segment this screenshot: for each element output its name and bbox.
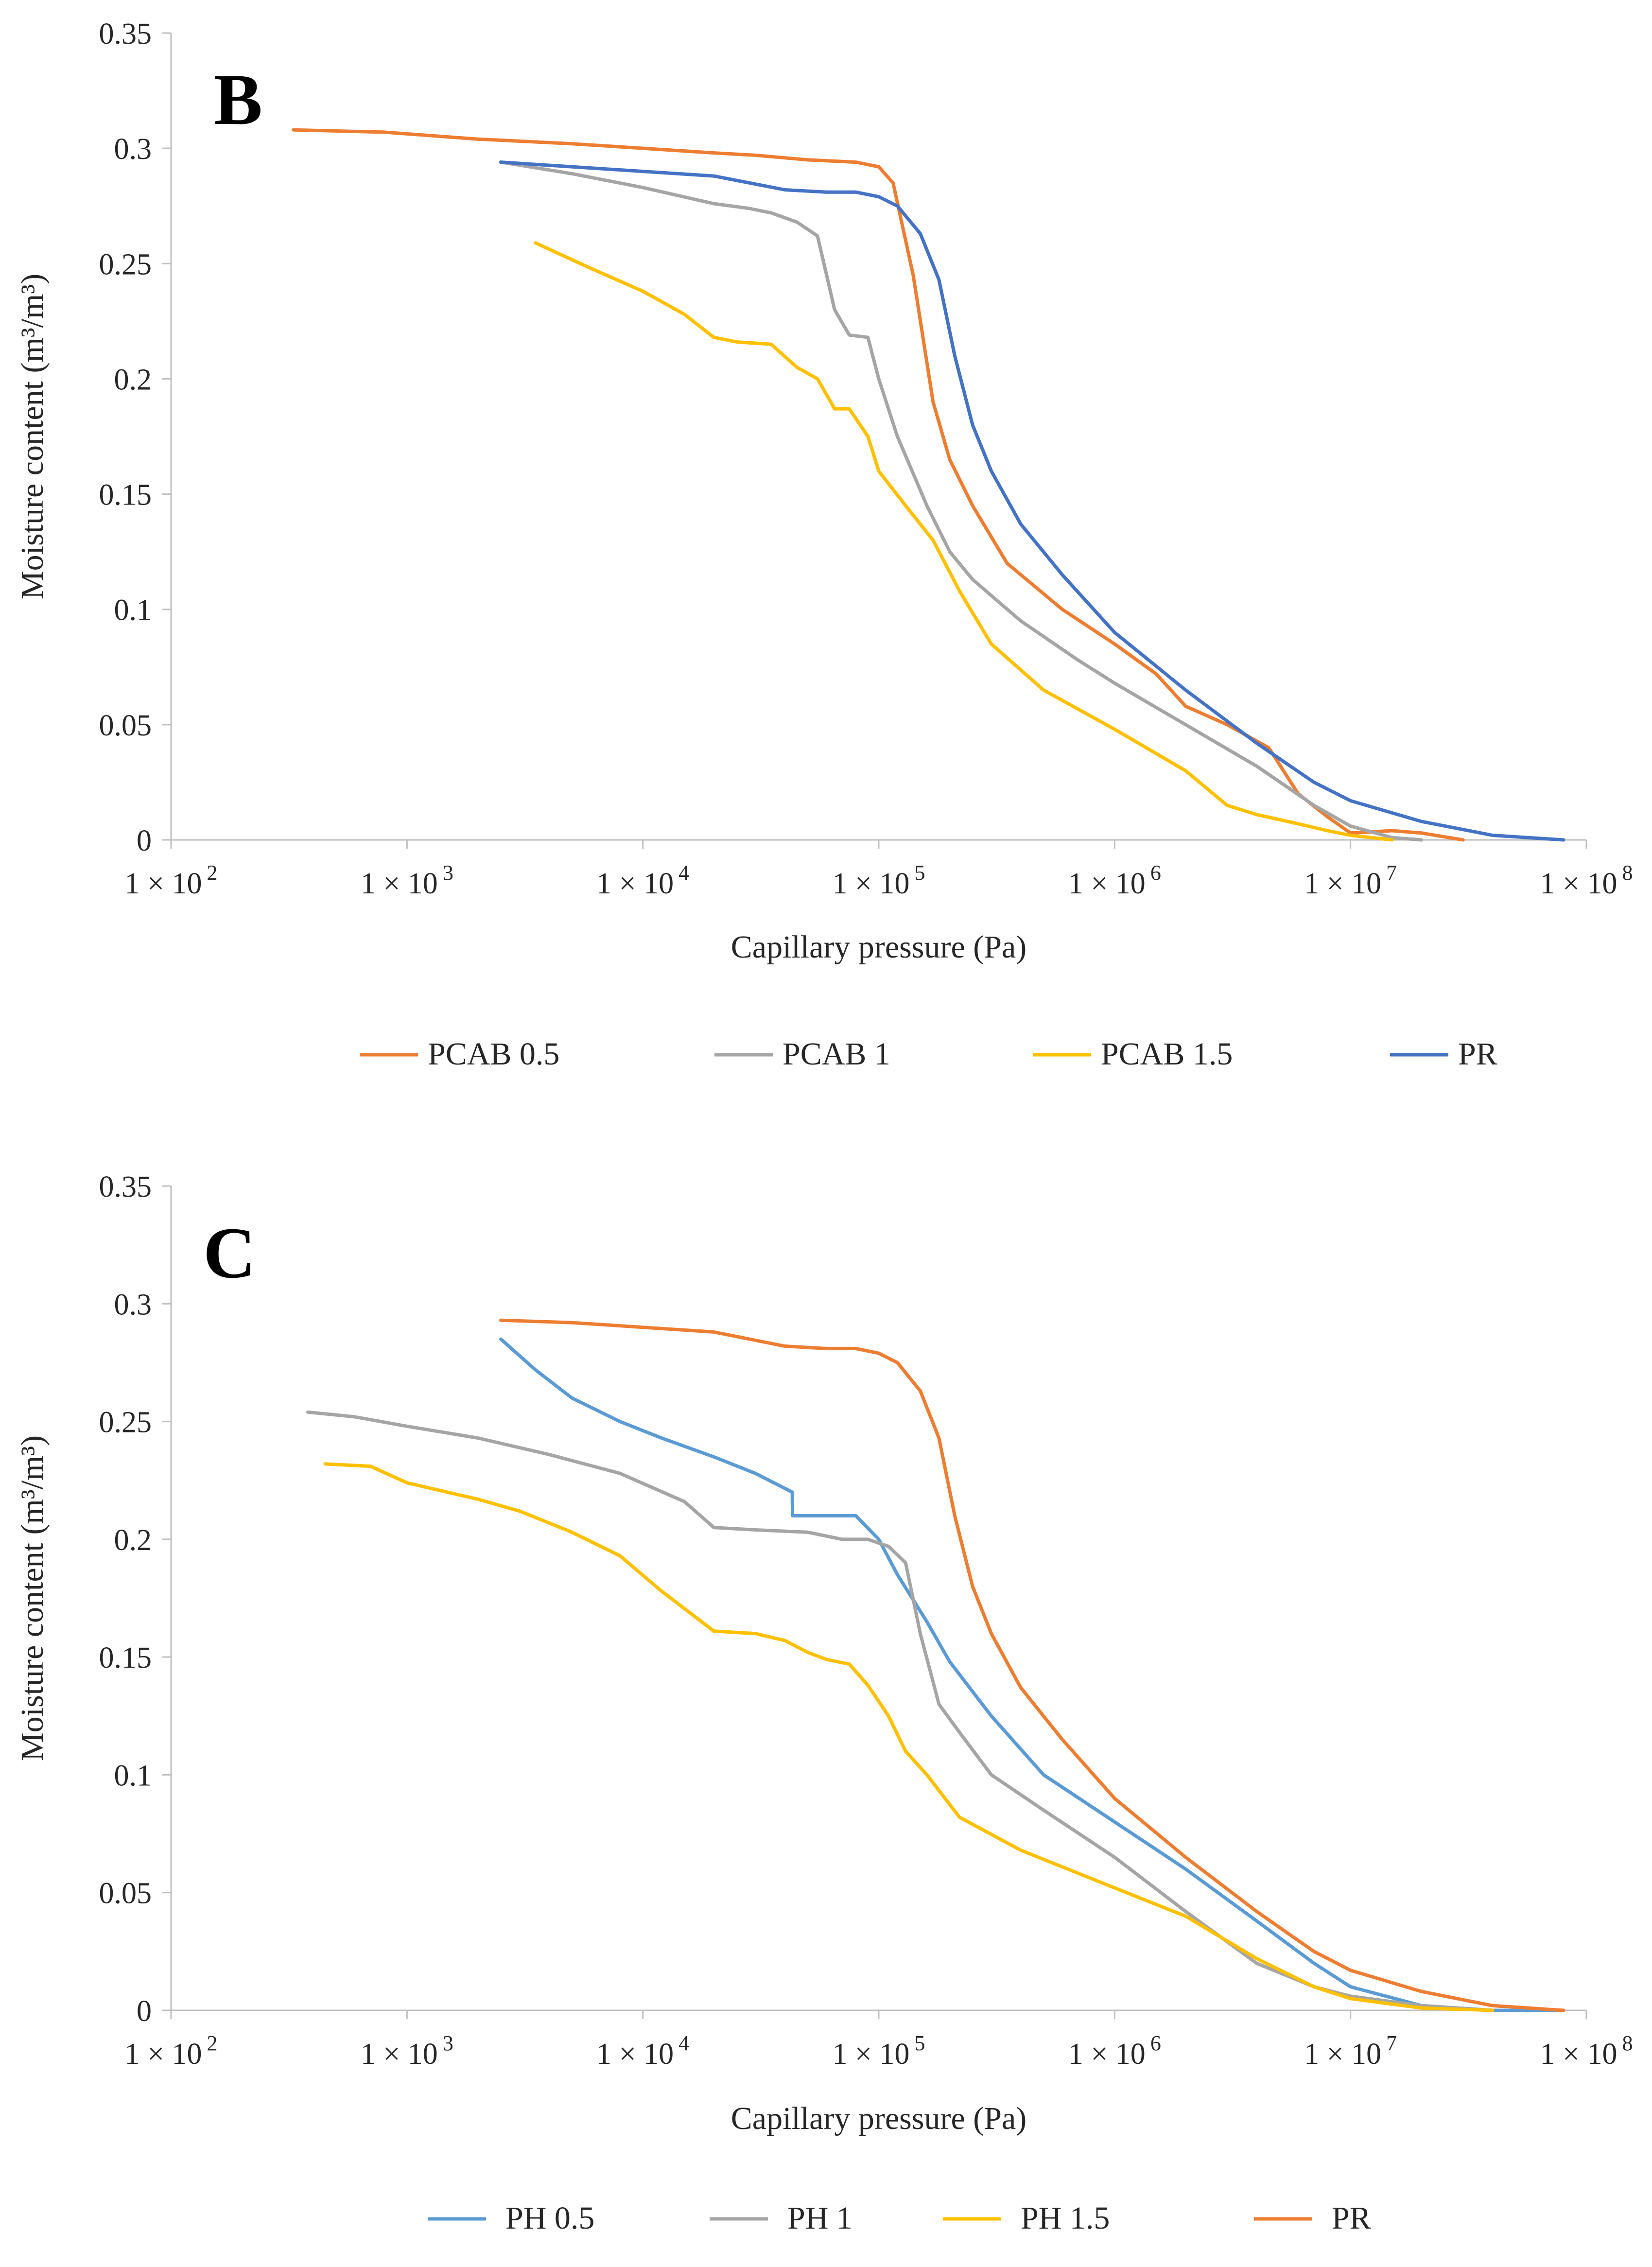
series-line-ph-1: [306, 1410, 1495, 2012]
series-line-pr: [499, 160, 1565, 842]
legend-label: PH 0.5: [505, 2200, 594, 2236]
x-tick-label: 1 × 10 6: [1068, 861, 1161, 900]
legend-label: PR: [1332, 2200, 1371, 2236]
chart-panel-b: 0 0.05 0.1 0.15 0.2 0.25 0.3 0.35 1 × 10 2 1 × 10 3…: [15, 17, 1633, 1072]
panel-label: B: [214, 59, 262, 140]
series-line-pcab-1-5: [533, 241, 1394, 842]
y-tick-label: 0.15: [99, 479, 152, 512]
x-tick-label: 1 × 10 3: [361, 861, 453, 900]
y-tick-label: 0: [137, 1995, 152, 2028]
x-tick-label: 1 × 10 3: [361, 2031, 453, 2071]
legend-label: PH 1: [787, 2200, 852, 2236]
x-tick-label: 1 × 10 5: [833, 861, 925, 900]
x-tick-label: 1 × 10 5: [833, 2031, 925, 2071]
series-line-pcab-0-5: [292, 128, 1465, 842]
panel-label: C: [203, 1213, 256, 1293]
y-tick-label: 0.25: [99, 248, 152, 281]
y-tick-label: 0.1: [114, 594, 152, 627]
y-tick-label: 0.25: [99, 1406, 152, 1439]
y-tick-label: 0.2: [114, 1524, 152, 1557]
x-tick-label: 1 × 10 4: [596, 2031, 689, 2071]
y-tick-label: 0.15: [99, 1641, 152, 1674]
series-line-pr: [499, 1318, 1565, 2012]
x-tick-label: 1 × 10 4: [596, 861, 689, 900]
y-tick-label: 0: [137, 824, 152, 857]
series-line-ph-1-5: [323, 1462, 1495, 2012]
x-tick-label: 1 × 10 7: [1304, 861, 1397, 900]
legend-label: PCAB 1.5: [1101, 1036, 1233, 1072]
chart-panel-c: 0 0.05 0.1 0.15 0.2 0.25 0.3 0.35 1 × 10 2 1 × 10 3…: [15, 1170, 1633, 2236]
y-tick-label: 0.3: [114, 1288, 152, 1321]
x-tick-label: 1 × 10 8: [1540, 2031, 1633, 2071]
legend-label: PH 1.5: [1021, 2200, 1110, 2236]
x-tick-label: 1 × 10 6: [1068, 2031, 1161, 2071]
y-tick-label: 0.35: [99, 1170, 152, 1203]
x-tick-label: 1 × 10 7: [1304, 2031, 1397, 2071]
x-axis-title: Capillary pressure (Pa): [731, 2101, 1026, 2136]
series-line-ph-0-5: [499, 1337, 1565, 2012]
series-line-pcab-1: [499, 160, 1424, 842]
y-tick-label: 0.05: [99, 709, 152, 742]
y-axis-title: Moisture content (m³/m³): [15, 1435, 50, 1761]
x-axis-title: Capillary pressure (Pa): [731, 929, 1026, 965]
legend-label: PR: [1458, 1036, 1497, 1072]
x-tick-label: 1 × 10 2: [125, 2031, 218, 2071]
y-tick-label: 0.35: [99, 17, 152, 51]
x-tick-label: 1 × 10 2: [125, 861, 218, 900]
y-axis-title: Moisture content (m³/m³): [15, 274, 50, 599]
y-tick-label: 0.2: [114, 363, 152, 396]
legend-label: PCAB 0.5: [428, 1036, 559, 1072]
y-tick-label: 0.1: [114, 1759, 152, 1792]
legend-label: PCAB 1: [783, 1036, 890, 1072]
y-tick-label: 0.05: [99, 1877, 152, 1910]
x-tick-label: 1 × 10 8: [1540, 861, 1633, 900]
y-tick-label: 0.3: [114, 133, 152, 166]
